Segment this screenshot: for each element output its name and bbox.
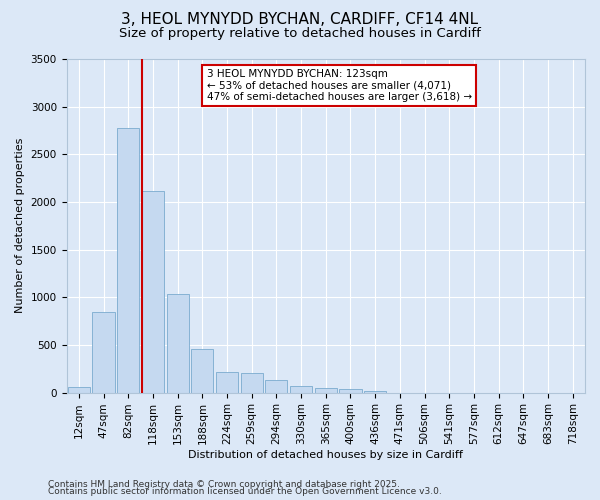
Bar (68, 388, 90, 392)
Bar (142, 192, 164, 392)
Text: Contains public sector information licensed under the Open Government Licence v3: Contains public sector information licen… (48, 488, 442, 496)
Bar (265, 380, 287, 392)
Y-axis label: Number of detached properties: Number of detached properties (15, 138, 25, 314)
Bar (314, 388, 337, 392)
Bar (340, 390, 362, 392)
Text: 3, HEOL MYNYDD BYCHAN, CARDIFF, CF14 4NL: 3, HEOL MYNYDD BYCHAN, CARDIFF, CF14 4NL (121, 12, 479, 28)
X-axis label: Distribution of detached houses by size in Cardiff: Distribution of detached houses by size … (188, 450, 463, 460)
Bar (241, 372, 263, 392)
Bar (216, 372, 238, 392)
Bar (167, 294, 189, 392)
Text: Contains HM Land Registry data © Crown copyright and database right 2025.: Contains HM Land Registry data © Crown c… (48, 480, 400, 489)
Bar (290, 386, 312, 392)
Text: Size of property relative to detached houses in Cardiff: Size of property relative to detached ho… (119, 28, 481, 40)
Bar (191, 349, 214, 393)
Bar (364, 390, 386, 392)
Text: 3 HEOL MYNYDD BYCHAN: 123sqm
← 53% of detached houses are smaller (4,071)
47% of: 3 HEOL MYNYDD BYCHAN: 123sqm ← 53% of de… (206, 69, 472, 102)
Bar (92, 312, 115, 392)
Bar (117, 128, 139, 392)
